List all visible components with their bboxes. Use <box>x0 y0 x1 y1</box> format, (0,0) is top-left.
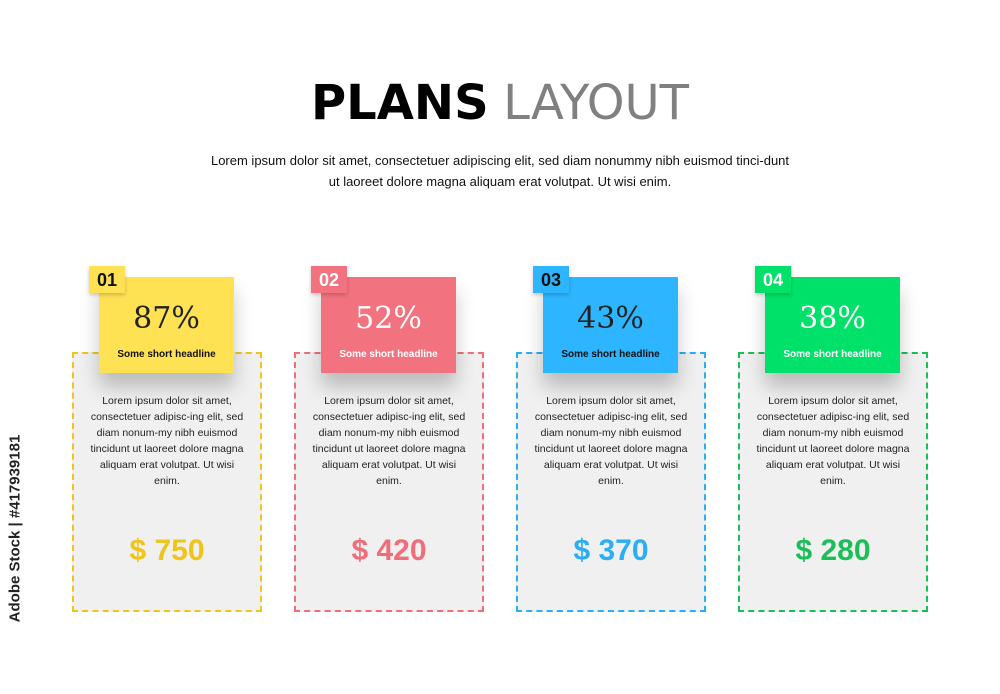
plan-description: Lorem ipsum dolor sit amet, consectetuer… <box>90 395 244 487</box>
plan-number-badge: 02 <box>311 266 347 293</box>
plan-header: 38% Some short headline <box>765 277 900 373</box>
plan-number-badge: 04 <box>755 266 791 293</box>
plan-description: Lorem ipsum dolor sit amet, consectetuer… <box>534 395 688 487</box>
plan-headline: Some short headline <box>117 349 216 360</box>
plan-percent: 52% <box>355 301 422 336</box>
plan-headline: Some short headline <box>339 349 438 360</box>
plan-price: $ 750 <box>129 534 205 567</box>
plan-card-body <box>738 352 928 612</box>
plan-percent: 87% <box>133 301 200 336</box>
plan-percent: 38% <box>799 301 866 336</box>
plan-price: $ 420 <box>351 534 427 567</box>
plan-headline: Some short headline <box>783 349 882 360</box>
plan-header: 87% Some short headline <box>99 277 234 373</box>
plan-price: $ 370 <box>573 534 649 567</box>
plan-description: Lorem ipsum dolor sit amet, consectetuer… <box>756 395 910 487</box>
plan-header: 52% Some short headline <box>321 277 456 373</box>
plan-card: 38% Some short headline 04 Lorem ipsum d… <box>738 266 928 612</box>
plan-description: Lorem ipsum dolor sit amet, consectetuer… <box>312 395 466 487</box>
plan-card: 52% Some short headline 02 Lorem ipsum d… <box>294 266 484 612</box>
plan-header: 43% Some short headline <box>543 277 678 373</box>
subtitle: Lorem ipsum dolor sit amet, consectetuer… <box>210 153 790 189</box>
watermark-text: Adobe Stock | #417939181 <box>6 434 24 623</box>
plan-price: $ 280 <box>795 534 871 567</box>
plan-percent: 43% <box>577 301 644 336</box>
plan-number-badge: 01 <box>89 266 125 293</box>
plan-card: 87% Some short headline 01 Lorem ipsum d… <box>72 266 262 612</box>
plan-card-body <box>72 352 262 612</box>
page-title: PLANS LAYOUT <box>0 72 1000 133</box>
plan-headline: Some short headline <box>561 349 660 360</box>
plan-number-badge: 03 <box>533 266 569 293</box>
title-bold: PLANS <box>311 75 489 131</box>
plan-card: 43% Some short headline 03 Lorem ipsum d… <box>516 266 706 612</box>
title-light: LAYOUT <box>503 75 689 131</box>
